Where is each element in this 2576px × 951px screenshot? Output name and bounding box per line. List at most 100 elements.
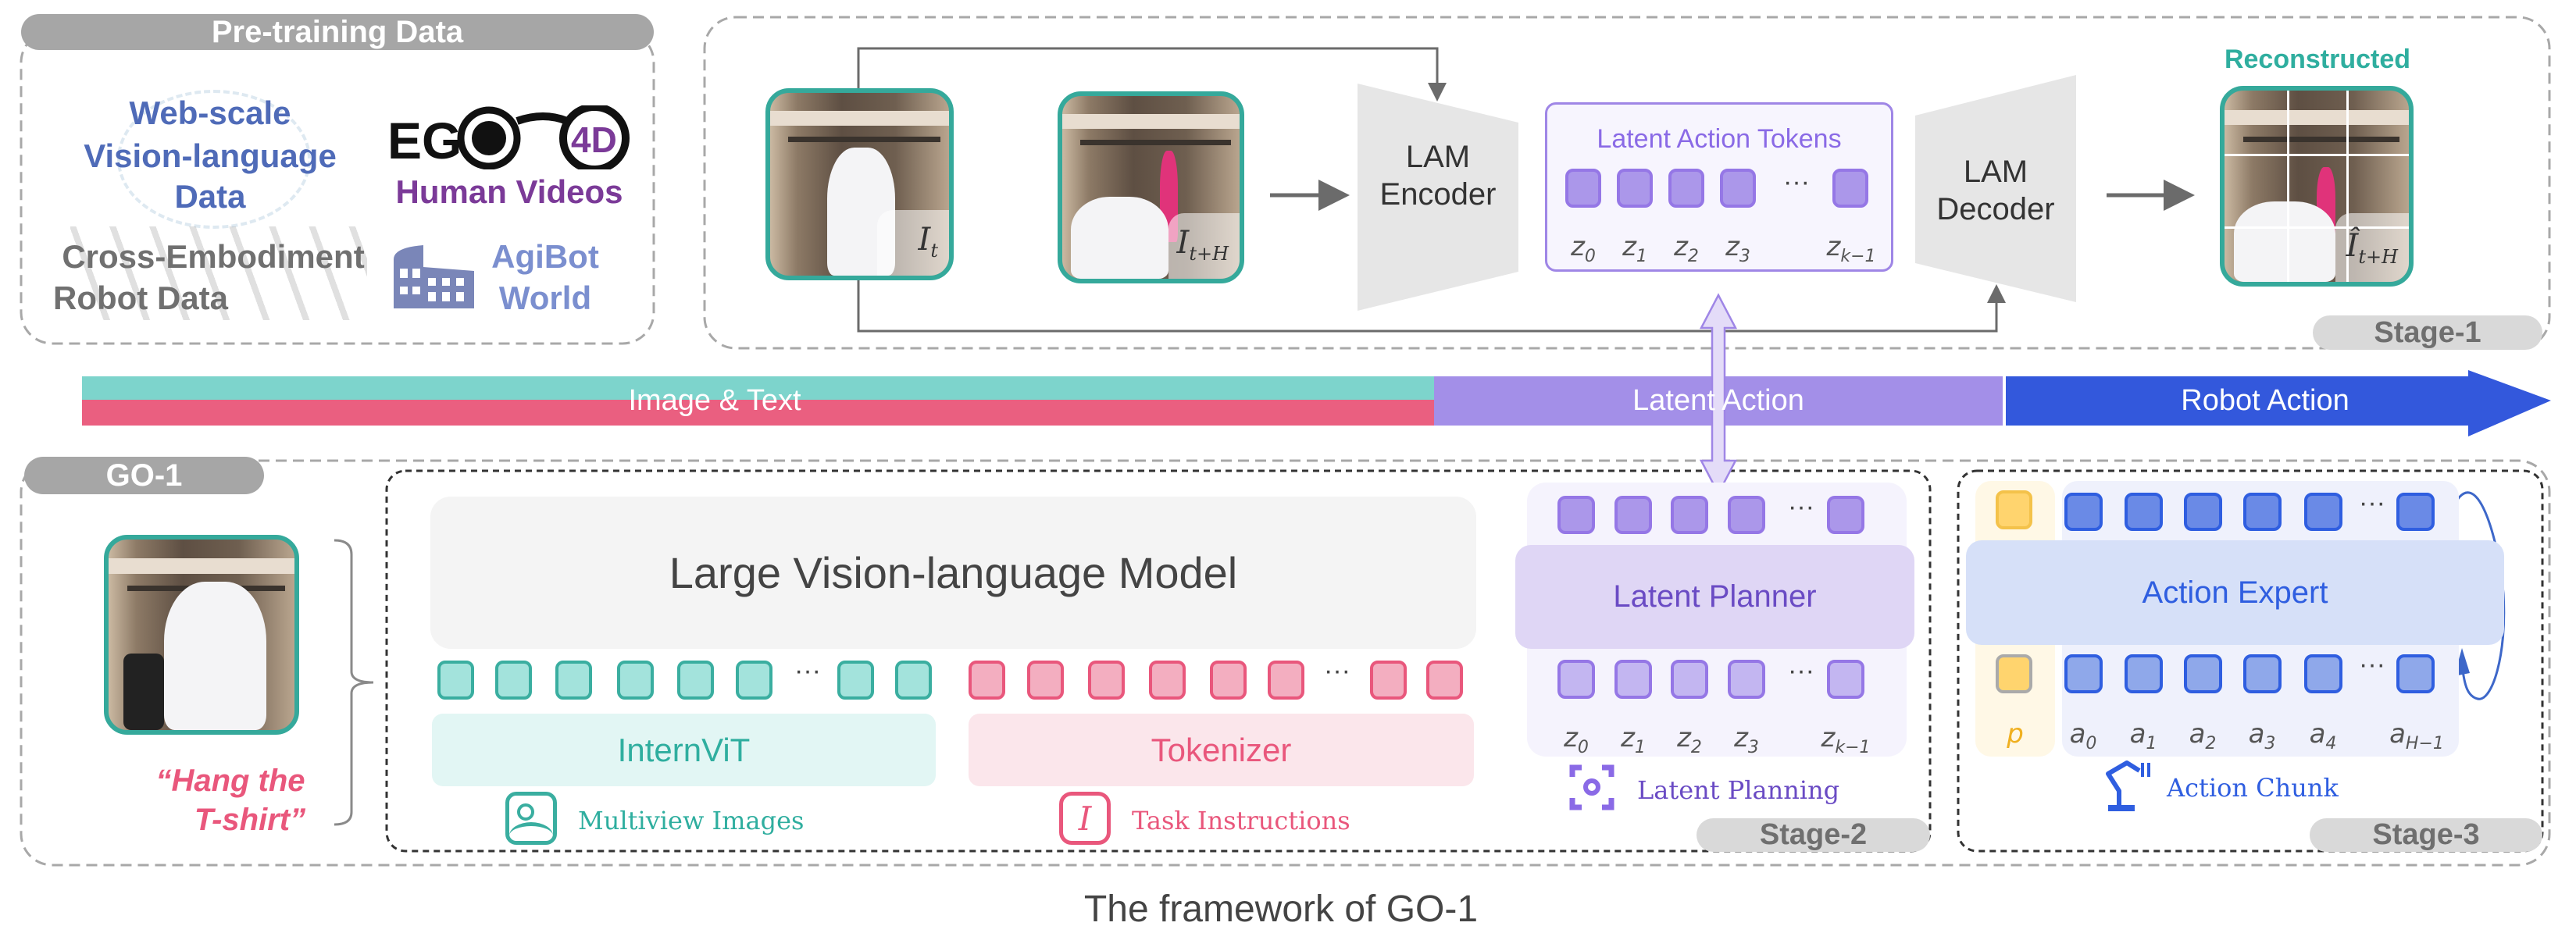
text-token bbox=[1426, 661, 1463, 700]
instruction-line1: “Hang the bbox=[155, 764, 305, 798]
ellipsis: ··· bbox=[1788, 656, 1814, 686]
proprio-token-bottom bbox=[1996, 654, 2032, 693]
latent-planner-token-label: z3 bbox=[1734, 722, 1759, 757]
reconstructed-frame-label: Ît+H bbox=[2346, 228, 2399, 268]
lam-decoder-shape bbox=[1915, 75, 2076, 302]
task-instructions-label: Task Instructions bbox=[1132, 806, 1350, 835]
reconstructed-title: Reconstructed bbox=[2224, 45, 2411, 74]
instruction-line2: T-shirt” bbox=[194, 803, 306, 837]
human-videos-label: Human Videos bbox=[395, 173, 623, 210]
stage2-label: Stage-2 bbox=[1697, 818, 1930, 852]
action-token-bottom bbox=[2304, 654, 2342, 693]
action-token-top bbox=[2396, 493, 2435, 531]
action-token-bottom bbox=[2396, 654, 2435, 693]
latent-token-label: z0 bbox=[1571, 231, 1596, 266]
instruction-brace bbox=[334, 539, 374, 826]
latent-action-tokens-title: Latent Action Tokens bbox=[1597, 124, 1842, 154]
web-scale-line2: Vision-language bbox=[84, 137, 337, 174]
web-globe-icon bbox=[117, 90, 311, 229]
ellipsis: ··· bbox=[2359, 650, 2385, 679]
latent-planner-token-label: z1 bbox=[1621, 722, 1646, 757]
latent-token-bottom bbox=[1671, 660, 1708, 699]
image-token bbox=[617, 661, 654, 700]
image-token bbox=[837, 661, 874, 700]
latent-action-token bbox=[1565, 169, 1601, 208]
band-robot-action-label: Robot Action bbox=[2181, 384, 2349, 417]
lam-decoder-label: LAM Decoder bbox=[1936, 155, 2055, 226]
text-token bbox=[1268, 661, 1304, 700]
text-token bbox=[1027, 661, 1064, 700]
agibot-line1: AgiBot bbox=[491, 238, 599, 275]
latent-token-bottom bbox=[1827, 660, 1864, 699]
text-token bbox=[1210, 661, 1247, 700]
latent-token-bottom bbox=[1557, 660, 1595, 699]
latent-token-top bbox=[1557, 496, 1595, 534]
latent-token-bottom bbox=[1614, 660, 1652, 699]
future-frame-image: It+H bbox=[1058, 91, 1244, 283]
stage1-box bbox=[703, 16, 2551, 350]
cross-embodiment-line2: Robot Data bbox=[53, 280, 228, 316]
image-token bbox=[437, 661, 474, 700]
action-token-label: a1 bbox=[2129, 718, 2157, 753]
image-token bbox=[736, 661, 772, 700]
latent-action-token bbox=[1617, 169, 1653, 208]
latent-action-token bbox=[1720, 169, 1756, 208]
image-token bbox=[555, 661, 592, 700]
action-token-bottom bbox=[2184, 654, 2222, 693]
band-image-text-teal bbox=[82, 376, 1434, 400]
latent-action-token bbox=[1668, 169, 1704, 208]
reconstructed-frame-image: Ît+H bbox=[2220, 86, 2414, 287]
image-token bbox=[495, 661, 532, 700]
stage1-label: Stage-1 bbox=[2313, 315, 2542, 350]
latent-planner-token-label: zk−1 bbox=[1821, 722, 1871, 757]
ellipsis: ··· bbox=[1324, 656, 1350, 686]
stage2-box bbox=[385, 469, 1932, 853]
latent-token-label: z3 bbox=[1725, 231, 1750, 266]
text-cursor-icon: I bbox=[1059, 792, 1111, 845]
latent-token-label: z2 bbox=[1674, 231, 1699, 266]
action-token-bottom bbox=[2064, 654, 2103, 693]
colosseum-icon bbox=[392, 244, 476, 308]
latent-planning-icon bbox=[1569, 764, 1614, 810]
latent-planner-box: Latent Planner bbox=[1515, 545, 1914, 649]
latent-token-label: z1 bbox=[1622, 231, 1647, 266]
latent-token-bottom bbox=[1728, 660, 1765, 699]
vlm-title: Large Vision-language Model bbox=[669, 548, 1238, 597]
latent-token-top bbox=[1671, 496, 1708, 534]
proprio-token-top bbox=[1996, 490, 2032, 529]
action-token-top bbox=[2184, 493, 2222, 531]
ellipsis: ··· bbox=[2359, 488, 2385, 518]
tokenizer-label: Tokenizer bbox=[1151, 731, 1292, 768]
latent-planner-label: Latent Planner bbox=[1613, 579, 1817, 614]
cross-embodiment-line1: Cross-Embodiment bbox=[62, 238, 365, 275]
action-token-top bbox=[2064, 493, 2103, 531]
ellipsis: ··· bbox=[1783, 167, 1810, 197]
action-expert-label: Action Expert bbox=[2142, 575, 2328, 610]
action-token-bottom bbox=[2125, 654, 2163, 693]
vlm-box: Large Vision-language Model bbox=[430, 497, 1476, 649]
band-image-text-pink bbox=[82, 400, 1434, 426]
tokenizer-box: Tokenizer bbox=[969, 714, 1474, 786]
ellipsis: ··· bbox=[1788, 492, 1814, 522]
top-skip-arrow bbox=[857, 47, 1447, 102]
agibot-line2: World bbox=[498, 280, 592, 316]
stage3-label: Stage-3 bbox=[2310, 818, 2542, 852]
latent-planner-token-label: z0 bbox=[1564, 722, 1589, 757]
web-scale-line1: Web-scale bbox=[129, 94, 291, 131]
action-token-label: a3 bbox=[2248, 718, 2276, 753]
band-image-text-label: Image & Text bbox=[628, 384, 801, 417]
web-scale-line3: Data bbox=[174, 178, 246, 215]
robot-arms-image bbox=[70, 226, 367, 320]
latent-token-label: zk−1 bbox=[1826, 231, 1876, 266]
current-frame-label: It bbox=[918, 222, 938, 262]
image-token bbox=[677, 661, 714, 700]
ellipsis: ··· bbox=[794, 656, 821, 686]
latent-token-top bbox=[1827, 496, 1864, 534]
action-token-label: aH−1 bbox=[2389, 718, 2444, 753]
text-token bbox=[1088, 661, 1125, 700]
lam-encoder-label: LAM Encoder bbox=[1379, 140, 1497, 212]
image-token bbox=[895, 661, 932, 700]
action-token-top bbox=[2125, 493, 2163, 531]
go1-box bbox=[20, 459, 2551, 867]
action-token-label: a0 bbox=[2069, 718, 2097, 753]
